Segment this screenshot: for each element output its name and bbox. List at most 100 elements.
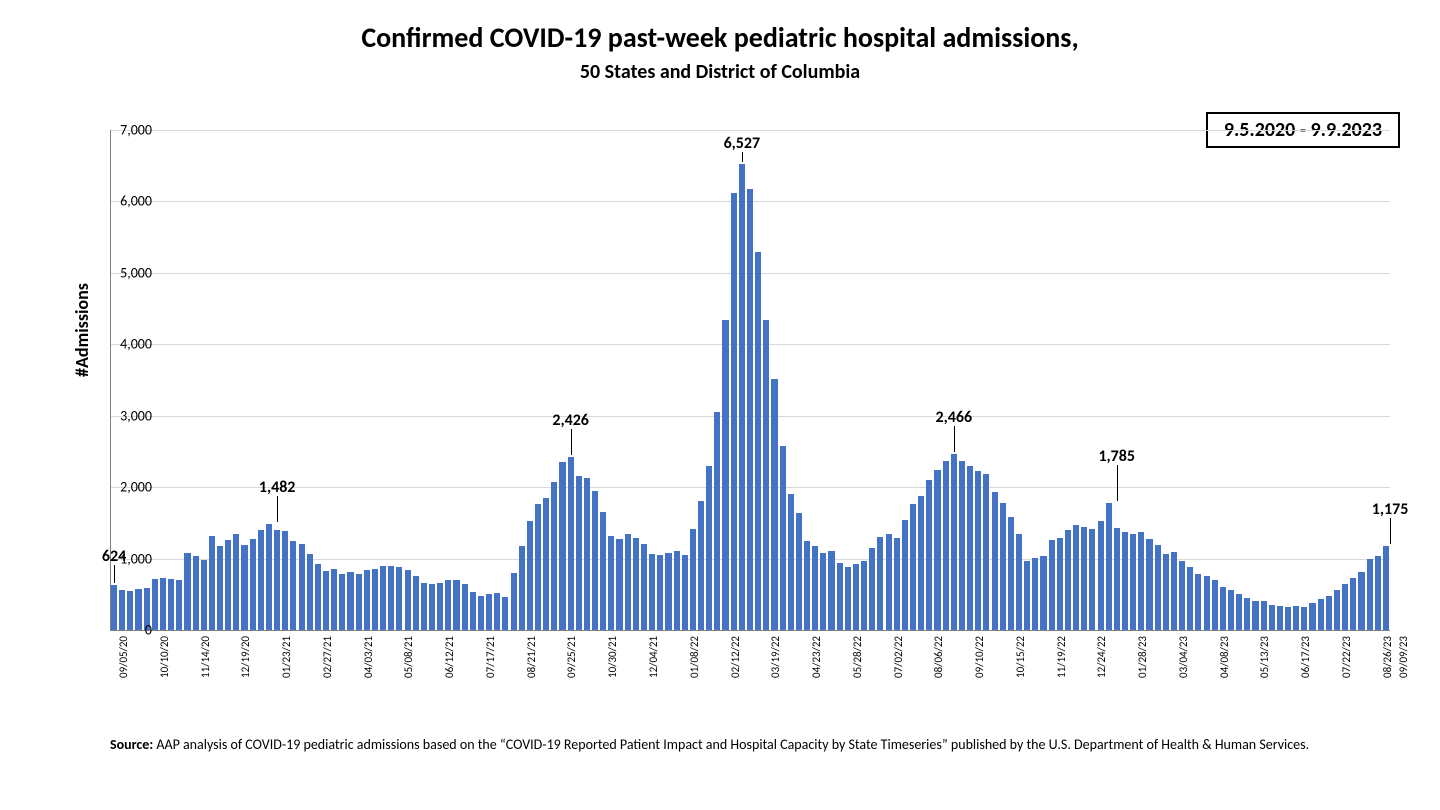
bar xyxy=(405,570,411,630)
bar xyxy=(1081,527,1087,630)
bar xyxy=(845,567,851,630)
bar xyxy=(1098,521,1104,630)
x-tick-label: 10/15/22 xyxy=(1014,636,1027,678)
bar xyxy=(1155,545,1161,630)
bar xyxy=(388,566,394,630)
bar xyxy=(494,593,500,630)
bar xyxy=(1244,598,1250,630)
x-tick-label: 02/12/22 xyxy=(729,636,742,678)
bar xyxy=(225,540,231,630)
bar xyxy=(1122,532,1128,630)
bar xyxy=(1008,517,1014,630)
bar xyxy=(902,520,908,630)
bar xyxy=(437,583,443,630)
bar xyxy=(731,193,737,630)
bar xyxy=(543,498,549,630)
bar xyxy=(258,530,264,630)
bar xyxy=(1318,599,1324,630)
chart-title: Confirmed COVID-19 past-week pediatric h… xyxy=(0,20,1440,55)
bar xyxy=(152,579,158,630)
bar xyxy=(559,462,565,630)
bar xyxy=(1114,528,1120,630)
bar xyxy=(959,461,965,630)
bar xyxy=(1146,539,1152,630)
bar xyxy=(584,478,590,630)
callout-leader xyxy=(1117,465,1118,501)
bar xyxy=(1163,554,1169,630)
bar xyxy=(168,579,174,630)
bar xyxy=(1269,605,1275,630)
bar xyxy=(665,553,671,630)
callout-label: 1,175 xyxy=(1372,500,1409,519)
bar xyxy=(918,496,924,630)
bar xyxy=(1261,601,1267,630)
bar xyxy=(910,504,916,630)
bar xyxy=(1326,596,1332,630)
callout-leader xyxy=(954,426,955,452)
callout-label: 2,466 xyxy=(936,408,973,427)
bar xyxy=(616,539,622,630)
bar xyxy=(951,454,957,630)
x-tick-label: 09/09/23 xyxy=(1397,636,1410,678)
x-tick-label: 01/23/21 xyxy=(280,636,293,678)
bar xyxy=(323,571,329,630)
bar xyxy=(209,536,215,630)
callout-leader xyxy=(742,152,743,162)
x-tick-label: 12/24/22 xyxy=(1095,636,1108,678)
bar xyxy=(331,569,337,630)
y-tick-label: 2,000 xyxy=(107,479,152,496)
callout-leader xyxy=(571,429,572,455)
bar xyxy=(877,537,883,630)
bar xyxy=(413,576,419,630)
callout-label: 1,785 xyxy=(1098,447,1135,466)
bar xyxy=(780,446,786,630)
callout-label: 2,426 xyxy=(552,411,589,430)
x-tick-label: 09/05/20 xyxy=(117,636,130,678)
bar xyxy=(315,564,321,630)
bar xyxy=(1024,561,1030,630)
y-tick-label: 7,000 xyxy=(107,122,152,139)
x-tick-label: 08/21/21 xyxy=(525,636,538,678)
bar xyxy=(568,457,574,630)
callout-leader xyxy=(277,496,278,522)
bar xyxy=(739,164,745,630)
bar xyxy=(307,554,313,630)
x-tick-label: 12/19/20 xyxy=(239,636,252,678)
bar xyxy=(290,541,296,630)
bar xyxy=(763,320,769,630)
bar xyxy=(682,555,688,630)
bar xyxy=(241,545,247,630)
x-tick-label: 07/02/22 xyxy=(892,636,905,678)
x-tick-label: 10/30/21 xyxy=(606,636,619,678)
y-tick-label: 3,000 xyxy=(107,407,152,424)
bar xyxy=(462,584,468,630)
x-tick-label: 05/08/21 xyxy=(402,636,415,678)
bar xyxy=(551,482,557,630)
x-tick-label: 04/03/21 xyxy=(362,636,375,678)
y-tick-label: 6,000 xyxy=(107,193,152,210)
bar xyxy=(796,513,802,630)
bar xyxy=(633,538,639,630)
bar xyxy=(1342,584,1348,630)
bar xyxy=(372,569,378,630)
bar xyxy=(828,551,834,630)
x-tick-label: 07/17/21 xyxy=(484,636,497,678)
bar xyxy=(625,534,631,630)
bar xyxy=(380,566,386,630)
bar xyxy=(1375,556,1381,630)
bar xyxy=(1187,567,1193,630)
bar xyxy=(992,492,998,630)
x-tick-label: 10/10/20 xyxy=(158,636,171,678)
bar xyxy=(576,476,582,630)
bar xyxy=(698,501,704,630)
bar xyxy=(804,541,810,630)
x-tick-label: 09/25/21 xyxy=(565,636,578,678)
callout-label: 1,482 xyxy=(259,478,296,497)
bar xyxy=(1130,534,1136,630)
y-axis-label: #Admissions xyxy=(71,283,93,377)
x-tick-label: 06/17/23 xyxy=(1299,636,1312,678)
bar xyxy=(641,544,647,630)
x-tick-label: 04/08/23 xyxy=(1218,636,1231,678)
bar xyxy=(1089,529,1095,630)
chart-container: Confirmed COVID-19 past-week pediatric h… xyxy=(0,0,1440,810)
